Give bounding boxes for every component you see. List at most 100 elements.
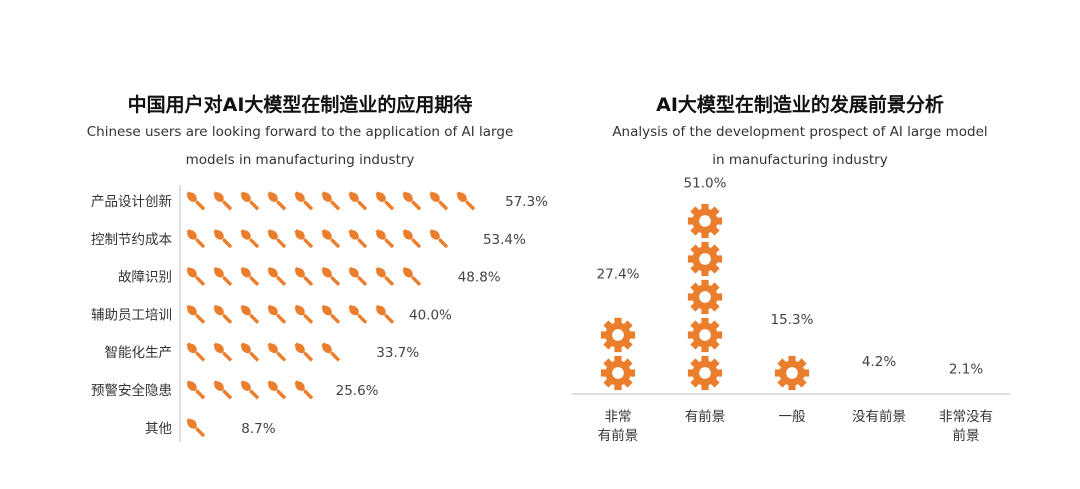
left-wrench-icon bbox=[348, 266, 368, 287]
left-wrench-icon bbox=[213, 304, 233, 324]
left-wrench-icon bbox=[240, 229, 260, 249]
left-wrench-icon bbox=[186, 342, 206, 362]
right-value-label: 4.2% bbox=[862, 354, 896, 370]
right-chart-panel: AI大模型在制造业的发展前景分析 Analysis of the develop… bbox=[572, 0, 1025, 489]
left-value-label: 53.4% bbox=[483, 232, 526, 248]
left-category-label: 其他 bbox=[145, 421, 172, 437]
left-wrench-icon bbox=[267, 229, 287, 249]
left-category-label: 智能化生产 bbox=[105, 345, 173, 361]
left-value-label: 33.7% bbox=[376, 345, 419, 361]
right-value-label: 51.0% bbox=[684, 175, 727, 191]
left-wrench-icon bbox=[294, 380, 314, 400]
left-wrench-icon bbox=[186, 229, 206, 249]
left-wrench-icon bbox=[267, 304, 287, 324]
left-wrench-icon bbox=[186, 380, 206, 400]
left-wrench-icon-partial bbox=[429, 266, 445, 287]
right-value-label: 2.1% bbox=[949, 361, 983, 377]
left-wrench-icon bbox=[213, 342, 233, 362]
left-wrench-icon bbox=[429, 229, 449, 249]
left-wrench-icon bbox=[186, 418, 206, 438]
left-wrench-icon bbox=[267, 342, 287, 362]
left-wrench-icon bbox=[240, 191, 260, 211]
right-gear-icon bbox=[687, 355, 723, 391]
right-chart-title: AI大模型在制造业的发展前景分析 bbox=[656, 94, 944, 116]
left-wrench-icon bbox=[402, 266, 422, 287]
right-gear-icon bbox=[687, 203, 723, 239]
right-category-label: 非常 bbox=[605, 409, 632, 425]
left-wrench-icon-partial bbox=[456, 229, 470, 249]
left-wrench-icon bbox=[375, 191, 395, 211]
left-wrench-icon-partial bbox=[213, 418, 229, 438]
left-value-label: 25.6% bbox=[336, 383, 379, 399]
left-wrench-icon bbox=[267, 380, 287, 400]
left-wrench-icon bbox=[294, 342, 314, 362]
right-category-label: 有前景 bbox=[598, 427, 639, 444]
left-wrench-icon bbox=[429, 191, 449, 211]
left-wrench-icon bbox=[213, 380, 233, 400]
right-category-label: 没有前景 bbox=[852, 408, 906, 425]
left-wrench-icon-partial bbox=[483, 191, 493, 211]
left-wrench-icon bbox=[294, 266, 314, 287]
right-gear-icon-partial bbox=[600, 288, 636, 315]
left-subtitle-line2: models in manufacturing industry bbox=[185, 152, 415, 168]
left-wrench-icon bbox=[348, 191, 368, 211]
left-wrench-icon bbox=[213, 266, 233, 287]
left-wrench-icon bbox=[294, 191, 314, 211]
left-value-label: 57.3% bbox=[505, 194, 548, 210]
right-gear-icon bbox=[774, 355, 810, 391]
left-wrench-icon bbox=[294, 304, 314, 324]
left-wrench-icon bbox=[186, 304, 206, 324]
right-value-label: 15.3% bbox=[771, 312, 814, 328]
right-gear-icon bbox=[687, 241, 723, 277]
left-wrench-icon bbox=[267, 266, 287, 287]
left-wrench-icon bbox=[375, 304, 395, 324]
left-wrench-icon bbox=[240, 304, 260, 324]
left-category-label: 故障识别 bbox=[118, 270, 172, 286]
left-category-label: 辅助员工培训 bbox=[91, 307, 172, 323]
right-category-label: 一般 bbox=[779, 409, 807, 425]
left-wrench-icon-partial bbox=[348, 342, 364, 362]
right-category-label: 有前景 bbox=[685, 408, 726, 425]
right-gear-icon bbox=[687, 279, 723, 315]
left-wrench-icon bbox=[321, 191, 341, 211]
left-value-label: 40.0% bbox=[409, 307, 452, 323]
right-pictogram-chart: 27.4%非常有前景51.0%有前景15.3%一般4.2%没有前景2.1%非常没… bbox=[572, 175, 1010, 444]
left-category-label: 控制节约成本 bbox=[91, 232, 172, 248]
left-wrench-icon bbox=[402, 229, 422, 249]
left-pictogram-chart: 产品设计创新 57.3% 控制节约成本 53.4% 故障识别 48.8% 辅助员工培训 40.… bbox=[91, 185, 548, 442]
left-subtitle-line1: Chinese users are looking forward to the… bbox=[86, 124, 514, 140]
left-wrench-icon bbox=[321, 342, 341, 362]
right-gear-icon bbox=[687, 317, 723, 353]
right-value-label: 27.4% bbox=[597, 266, 640, 282]
left-wrench-icon bbox=[402, 191, 422, 211]
left-chart-subtitle: Chinese users are looking forward to the… bbox=[60, 118, 540, 174]
left-wrench-icon bbox=[321, 229, 341, 249]
left-wrench-icon bbox=[348, 304, 368, 324]
left-wrench-icon bbox=[375, 266, 395, 287]
left-wrench-icon bbox=[240, 266, 260, 287]
left-wrench-icon bbox=[375, 229, 395, 249]
left-category-label: 产品设计创新 bbox=[91, 194, 172, 210]
left-value-label: 48.8% bbox=[458, 270, 501, 286]
right-gear-icon bbox=[600, 355, 636, 391]
left-wrench-icon bbox=[267, 191, 287, 211]
right-gear-icon bbox=[600, 317, 636, 353]
left-wrench-icon bbox=[240, 380, 260, 400]
left-wrench-icon bbox=[240, 342, 260, 362]
right-chart-subtitle: Analysis of the development prospect of … bbox=[575, 118, 1025, 174]
left-wrench-icon bbox=[321, 266, 341, 287]
right-subtitle-line2: in manufacturing industry bbox=[712, 152, 888, 168]
left-value-label: 8.7% bbox=[241, 421, 275, 437]
left-wrench-icon bbox=[186, 266, 206, 287]
left-category-label: 预警安全隐患 bbox=[91, 382, 172, 399]
left-wrench-icon bbox=[348, 229, 368, 249]
left-wrench-icon bbox=[294, 229, 314, 249]
right-subtitle-line1: Analysis of the development prospect of … bbox=[612, 124, 988, 140]
left-wrench-icon bbox=[213, 229, 233, 249]
right-category-label: 非常没有 bbox=[939, 409, 993, 425]
left-chart-title: 中国用户对AI大模型在制造业的应用期待 bbox=[127, 94, 473, 116]
right-category-label: 前景 bbox=[953, 427, 980, 444]
left-wrench-icon bbox=[186, 191, 206, 211]
left-wrench-icon bbox=[456, 191, 476, 211]
left-chart-panel: 中国用户对AI大模型在制造业的应用期待 Chinese users are lo… bbox=[60, 0, 548, 489]
